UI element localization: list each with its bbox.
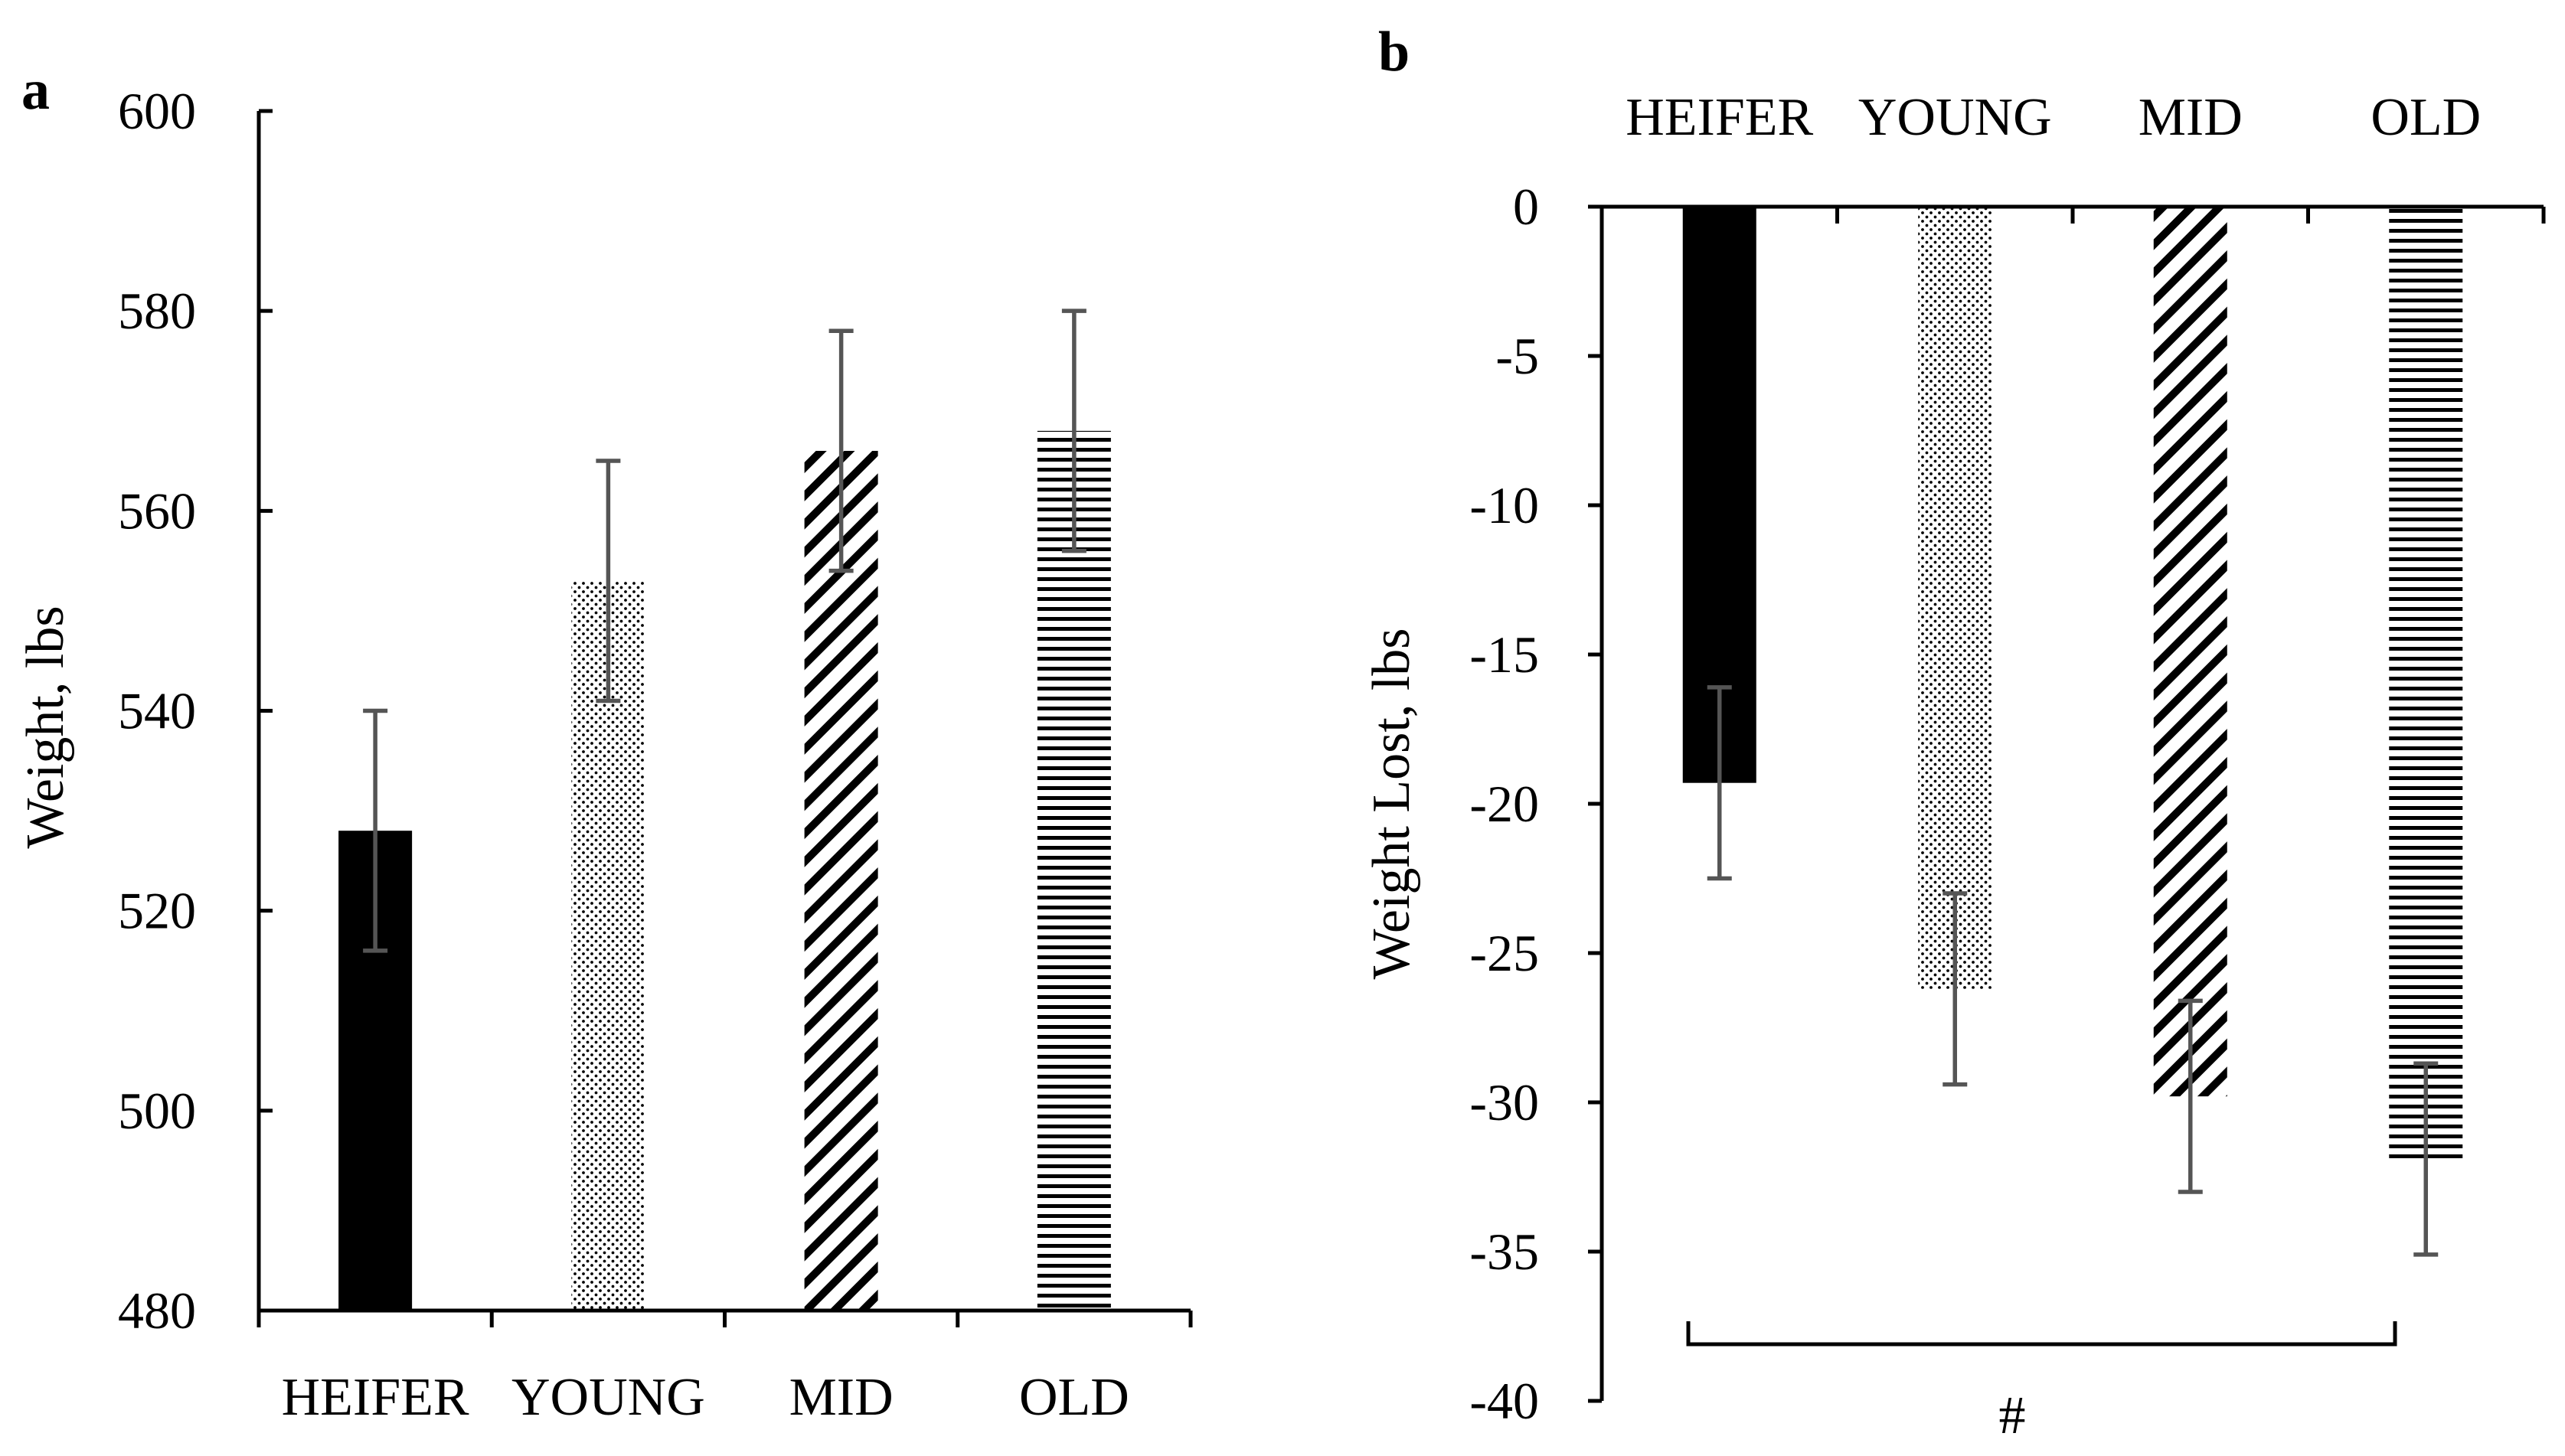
y-tick-label-b: -5 bbox=[1495, 327, 1539, 385]
y-tick-label-a: 560 bbox=[118, 482, 196, 540]
y-tick-label-a: 580 bbox=[118, 282, 196, 340]
panel-b-letter: b bbox=[1378, 21, 1410, 83]
y-tick-label-b: -35 bbox=[1469, 1223, 1539, 1281]
y-tick-label-b: -40 bbox=[1469, 1372, 1539, 1430]
bar-a-mid bbox=[804, 450, 878, 1311]
error-bar-a-mid bbox=[828, 328, 854, 573]
bar-b-old bbox=[2389, 207, 2463, 1160]
error-bar-b-heifer bbox=[1707, 685, 1732, 881]
category-label-a-mid: MID bbox=[789, 1368, 894, 1427]
y-tick-label-a: 520 bbox=[118, 882, 196, 940]
y-tick-label-b: -15 bbox=[1469, 625, 1539, 684]
significance-annotation: # bbox=[1999, 1386, 2026, 1445]
error-bar-b-young bbox=[1943, 891, 1968, 1087]
y-tick-label-a: 600 bbox=[118, 82, 196, 140]
category-label-b-heifer: HEIFER bbox=[1626, 88, 1813, 147]
y-tick-label-b: -30 bbox=[1469, 1073, 1539, 1131]
y-tick-label-a: 480 bbox=[118, 1281, 196, 1340]
y-tick-label-b: -20 bbox=[1469, 775, 1539, 833]
y-tick-label-a: 540 bbox=[118, 682, 196, 740]
chart-panel-b: b Weight Lost, lbs HEIFER YOUNG MID OLD 0 -5 -… bbox=[1362, 21, 2546, 1445]
category-label-a-old: OLD bbox=[1019, 1368, 1129, 1427]
bar-b-young bbox=[1918, 207, 1992, 989]
y-tick-label-b: -25 bbox=[1469, 924, 1539, 982]
y-tick-label-b: -10 bbox=[1469, 476, 1539, 534]
category-label-b-mid: MID bbox=[2139, 88, 2243, 147]
significance-bracket bbox=[1686, 1321, 2397, 1347]
error-bar-b-mid bbox=[2178, 998, 2203, 1194]
error-bar-b-old bbox=[2413, 1061, 2439, 1257]
category-label-b-young: YOUNG bbox=[1858, 88, 2052, 147]
y-tick-label-b: 0 bbox=[1513, 178, 1539, 236]
error-bar-a-old bbox=[1061, 309, 1086, 553]
error-bar-a-young bbox=[596, 459, 621, 704]
bar-a-old bbox=[1037, 430, 1111, 1311]
panel-a-y-axis-title: Weight, lbs bbox=[16, 606, 75, 848]
category-label-a-young: YOUNG bbox=[511, 1368, 705, 1427]
bar-b-mid bbox=[2153, 207, 2227, 1097]
panel-b-y-axis-title: Weight Lost, lbs bbox=[1362, 628, 1421, 979]
y-tick-label-a: 500 bbox=[118, 1082, 196, 1140]
panel-a-letter: a bbox=[21, 59, 50, 122]
category-label-a-heifer: HEIFER bbox=[282, 1368, 469, 1427]
error-bar-a-heifer bbox=[363, 708, 388, 953]
chart-panel-a: a Weight, lbs HEIFER YOUNG MID OLD 480 500 520… bbox=[16, 59, 1193, 1427]
category-label-b-old: OLD bbox=[2371, 88, 2481, 147]
